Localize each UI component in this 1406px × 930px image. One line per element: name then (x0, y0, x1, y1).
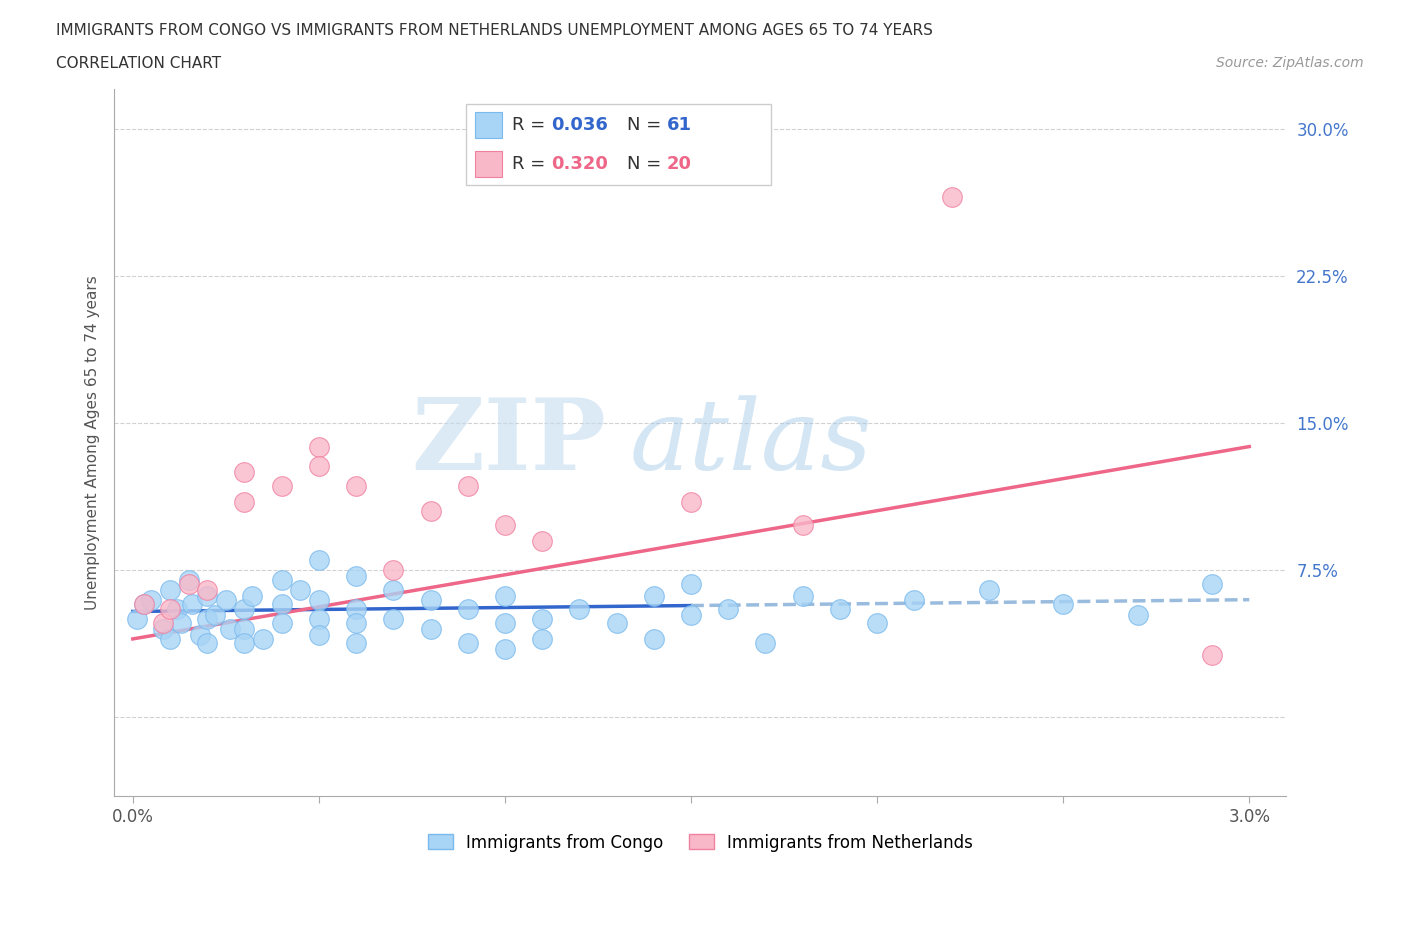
Legend: Immigrants from Congo, Immigrants from Netherlands: Immigrants from Congo, Immigrants from N… (422, 827, 980, 858)
Point (152, 621, 174, 636)
Point (270, 616, 292, 631)
Point (159, 582, 181, 597)
Point (308, 628, 330, 643)
Point (218, 621, 240, 636)
Point (344, 635, 367, 650)
Point (1126, 608, 1149, 623)
Point (308, 458, 330, 473)
Point (233, 602, 256, 617)
Point (828, 602, 851, 617)
Point (494, 642, 516, 657)
Point (141, 592, 163, 607)
Point (754, 635, 776, 650)
Point (457, 635, 479, 650)
Point (494, 518, 516, 533)
Point (170, 616, 193, 631)
Point (531, 533, 554, 548)
Point (457, 602, 479, 617)
Point (457, 478, 479, 493)
Point (181, 596, 204, 611)
Point (903, 592, 925, 607)
Point (531, 612, 554, 627)
Point (240, 589, 263, 604)
Point (643, 631, 665, 646)
Point (308, 592, 330, 607)
Point (419, 592, 441, 607)
Point (233, 621, 256, 636)
Point (679, 577, 702, 591)
Point (606, 616, 628, 631)
Point (308, 553, 330, 568)
Point (204, 608, 226, 623)
Point (195, 612, 218, 627)
Point (419, 621, 441, 636)
Text: ZIP: ZIP (412, 394, 606, 491)
Point (132, 596, 155, 611)
Point (152, 616, 174, 631)
Point (159, 602, 181, 617)
Point (382, 582, 405, 597)
Point (344, 478, 367, 493)
Point (344, 602, 367, 617)
Point (188, 628, 211, 643)
Point (941, 190, 963, 205)
Point (977, 582, 1000, 597)
Point (866, 616, 889, 631)
Point (270, 478, 292, 493)
Point (233, 494, 256, 509)
Point (419, 504, 441, 519)
Point (1052, 596, 1074, 611)
Point (494, 589, 516, 604)
Point (177, 573, 200, 588)
Point (308, 439, 330, 454)
Point (233, 635, 256, 650)
Point (382, 612, 405, 627)
Point (195, 589, 218, 604)
Point (792, 589, 814, 604)
Point (252, 631, 274, 646)
Point (270, 573, 292, 588)
Point (308, 612, 330, 627)
Text: IMMIGRANTS FROM CONGO VS IMMIGRANTS FROM NETHERLANDS UNEMPLOYMENT AMONG AGES 65 : IMMIGRANTS FROM CONGO VS IMMIGRANTS FROM… (56, 23, 934, 38)
Point (679, 608, 702, 623)
Point (177, 577, 200, 591)
Point (195, 582, 218, 597)
Point (344, 616, 367, 631)
Point (132, 596, 155, 611)
Point (125, 612, 148, 627)
Point (531, 631, 554, 646)
Point (679, 494, 702, 509)
Point (494, 616, 516, 631)
Point (215, 592, 238, 607)
Point (159, 631, 181, 646)
Point (568, 602, 591, 617)
Point (290, 582, 312, 597)
Point (1201, 577, 1223, 591)
Point (270, 596, 292, 611)
Y-axis label: Unemployment Among Ages 65 to 74 years: Unemployment Among Ages 65 to 74 years (86, 275, 100, 610)
Point (382, 563, 405, 578)
Text: atlas: atlas (630, 395, 873, 490)
Point (344, 568, 367, 583)
Point (1201, 647, 1223, 662)
Point (166, 602, 188, 617)
Point (717, 602, 740, 617)
Text: CORRELATION CHART: CORRELATION CHART (56, 56, 221, 71)
Text: Source: ZipAtlas.com: Source: ZipAtlas.com (1216, 56, 1364, 70)
Point (792, 518, 814, 533)
Point (643, 589, 665, 604)
Point (195, 635, 218, 650)
Point (233, 465, 256, 480)
